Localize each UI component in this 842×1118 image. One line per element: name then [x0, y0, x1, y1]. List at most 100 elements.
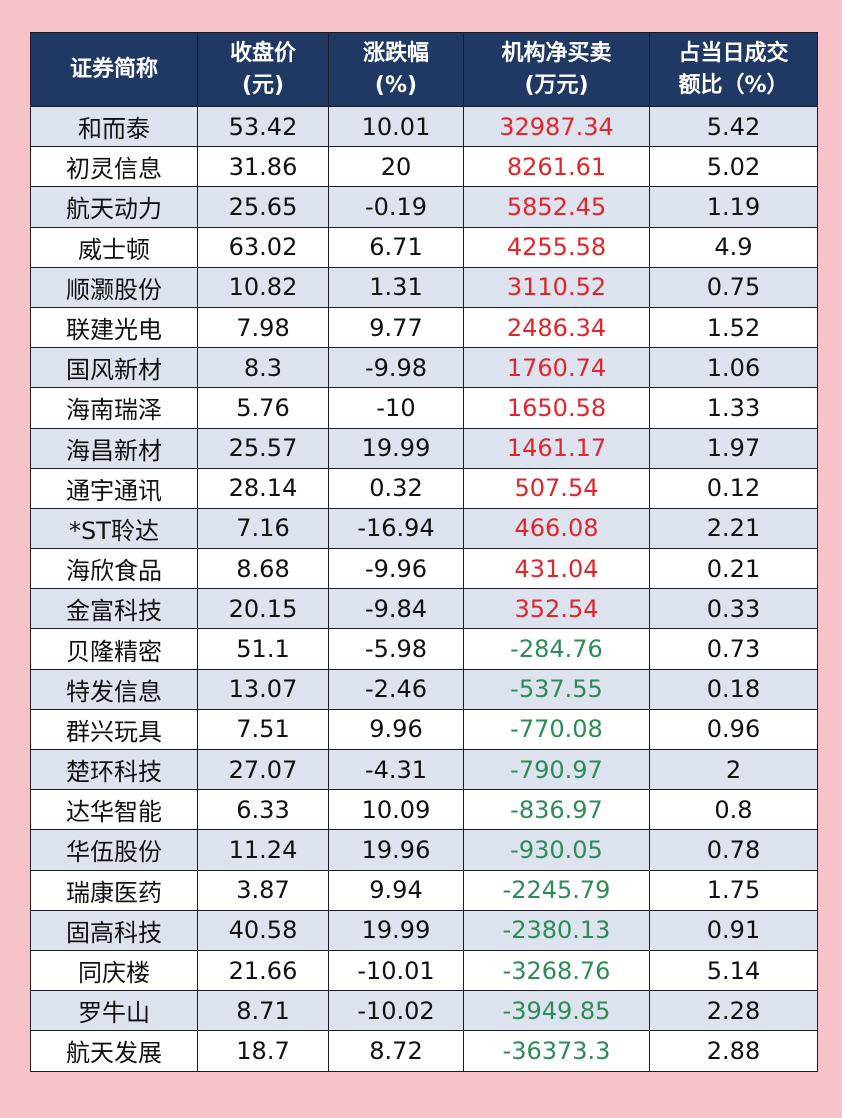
col-change-pct-cell: 20	[328, 146, 464, 188]
table-row: 初灵信息 31.86 20 8261.61 5.02	[30, 146, 818, 188]
col-security-name-cell: 楚环科技	[30, 748, 198, 791]
col-institution-net-cell: 1760.74	[463, 347, 650, 389]
col-change-pct-cell: 9.96	[328, 708, 464, 751]
col-change-pct-cell: 9.77	[328, 306, 464, 349]
col-turnover-ratio-cell: 0.21	[649, 548, 818, 590]
col-change-pct-cell: -10.01	[328, 949, 464, 992]
col-institution-net-cell: -790.97	[463, 748, 650, 791]
col-close-price-cell: 11.24	[197, 829, 329, 871]
col-security-name-cell: 金富科技	[30, 588, 198, 630]
col-close-price-cell: 8.3	[197, 347, 329, 389]
col-turnover-ratio-cell: 0.73	[649, 628, 818, 670]
col-turnover-ratio-cell: 1.97	[649, 427, 818, 469]
col-institution-net-cell: 431.04	[463, 548, 650, 590]
table-row: 瑞康医药 3.87 9.94 -2245.79 1.75	[30, 869, 818, 911]
col-security-name-cell: 海南瑞泽	[30, 387, 198, 429]
col-close-price-cell: 13.07	[197, 668, 329, 710]
col-close-price-cell: 21.66	[197, 949, 329, 992]
table-row: 华伍股份 11.24 19.96 -930.05 0.78	[30, 829, 818, 871]
col-institution-net-header: 机构净买卖 (万元)	[463, 32, 650, 107]
table-row: 特发信息 13.07 -2.46 -537.55 0.18	[30, 668, 818, 710]
col-close-price-cell: 8.71	[197, 990, 329, 1032]
table-row: 海南瑞泽 5.76 -10 1650.58 1.33	[30, 387, 818, 429]
col-turnover-ratio-cell: 0.78	[649, 829, 818, 871]
col-turnover-ratio-cell: 0.33	[649, 588, 818, 630]
table-row: 达华智能 6.33 10.09 -836.97 0.8	[30, 789, 818, 831]
col-turnover-ratio-cell: 0.96	[649, 708, 818, 751]
header-line: (万元)	[524, 72, 589, 98]
col-institution-net-cell: 3110.52	[463, 266, 650, 308]
col-close-price-header: 收盘价 (元)	[197, 32, 329, 107]
col-institution-net-cell: 32987.34	[463, 105, 650, 148]
col-close-price-cell: 5.76	[197, 387, 329, 429]
table-row: *ST聆达 7.16 -16.94 466.08 2.21	[30, 507, 818, 550]
col-security-name-cell: 特发信息	[30, 668, 198, 710]
header-line: 占当日成交	[678, 40, 789, 66]
col-close-price-cell: 25.65	[197, 186, 329, 228]
col-security-name-cell: 固高科技	[30, 909, 198, 951]
col-institution-net-cell: 507.54	[463, 467, 650, 509]
header-line: (%)	[374, 72, 418, 98]
col-security-name-cell: 航天动力	[30, 186, 198, 228]
col-change-pct-cell: 19.99	[328, 909, 464, 951]
col-close-price-cell: 31.86	[197, 146, 329, 188]
col-security-name-cell: 顺灏股份	[30, 266, 198, 308]
col-change-pct-cell: -9.98	[328, 347, 464, 389]
table-row: 金富科技 20.15 -9.84 352.54 0.33	[30, 588, 818, 630]
col-institution-net-cell: 1650.58	[463, 387, 650, 429]
header-row: 证券简称 收盘价 (元) 涨跌幅 (%) 机构净买卖 (万元) 占当日成交 额比（%）	[30, 32, 818, 107]
col-close-price-cell: 63.02	[197, 226, 329, 268]
col-turnover-ratio-cell: 0.8	[649, 789, 818, 831]
col-change-pct-cell: 1.31	[328, 266, 464, 308]
col-close-price-cell: 25.57	[197, 427, 329, 469]
col-turnover-ratio-cell: 2.88	[649, 1030, 818, 1072]
col-security-name-cell: 群兴玩具	[30, 708, 198, 751]
col-change-pct-cell: 9.94	[328, 869, 464, 911]
col-turnover-ratio-cell: 0.18	[649, 668, 818, 710]
col-institution-net-cell: 466.08	[463, 507, 650, 550]
col-turnover-ratio-cell: 2.21	[649, 507, 818, 550]
col-institution-net-cell: 1461.17	[463, 427, 650, 469]
table-row: 联建光电 7.98 9.77 2486.34 1.52	[30, 306, 818, 349]
col-turnover-ratio-cell: 5.42	[649, 105, 818, 148]
col-security-name-cell: 通宇通讯	[30, 467, 198, 509]
col-turnover-ratio-cell: 1.19	[649, 186, 818, 228]
col-close-price-cell: 18.7	[197, 1030, 329, 1072]
col-turnover-ratio-header: 占当日成交 额比（%）	[649, 32, 818, 107]
col-change-pct-cell: 10.09	[328, 789, 464, 831]
col-close-price-cell: 7.51	[197, 708, 329, 751]
header-line: 收盘价	[229, 40, 296, 66]
institution-trading-table: 证券简称 收盘价 (元) 涨跌幅 (%) 机构净买卖 (万元) 占当日成交 额比（%） 和而泰 5…	[30, 32, 818, 1072]
col-close-price-cell: 10.82	[197, 266, 329, 308]
col-close-price-cell: 6.33	[197, 789, 329, 831]
col-institution-net-cell: -2245.79	[463, 869, 650, 911]
col-close-price-cell: 7.16	[197, 507, 329, 550]
col-change-pct-cell: 19.99	[328, 427, 464, 469]
table-row: 海欣食品 8.68 -9.96 431.04 0.21	[30, 548, 818, 590]
col-change-pct-cell: 0.32	[328, 467, 464, 509]
col-turnover-ratio-cell: 2	[649, 748, 818, 791]
col-institution-net-cell: 8261.61	[463, 146, 650, 188]
col-security-name-cell: 罗牛山	[30, 990, 198, 1032]
table-row: 航天动力 25.65 -0.19 5852.45 1.19	[30, 186, 818, 228]
col-change-pct-cell: 19.96	[328, 829, 464, 871]
col-change-pct-cell: 10.01	[328, 105, 464, 148]
col-turnover-ratio-cell: 1.75	[649, 869, 818, 911]
table-row: 群兴玩具 7.51 9.96 -770.08 0.96	[30, 708, 818, 751]
col-turnover-ratio-cell: 4.9	[649, 226, 818, 268]
col-institution-net-cell: 352.54	[463, 588, 650, 630]
col-change-pct-cell: -0.19	[328, 186, 464, 228]
col-change-pct-cell: 6.71	[328, 226, 464, 268]
col-change-pct-cell: -4.31	[328, 748, 464, 791]
col-change-pct-cell: -9.84	[328, 588, 464, 630]
col-change-pct-cell: -9.96	[328, 548, 464, 590]
col-turnover-ratio-cell: 0.12	[649, 467, 818, 509]
col-turnover-ratio-cell: 1.52	[649, 306, 818, 349]
col-security-name-header: 证券简称	[30, 32, 198, 107]
table-row: 和而泰 53.42 10.01 32987.34 5.42	[30, 105, 818, 148]
header-line: (元)	[241, 72, 285, 98]
col-institution-net-cell: 2486.34	[463, 306, 650, 349]
col-institution-net-cell: -930.05	[463, 829, 650, 871]
col-close-price-cell: 28.14	[197, 467, 329, 509]
col-security-name-cell: 联建光电	[30, 306, 198, 349]
